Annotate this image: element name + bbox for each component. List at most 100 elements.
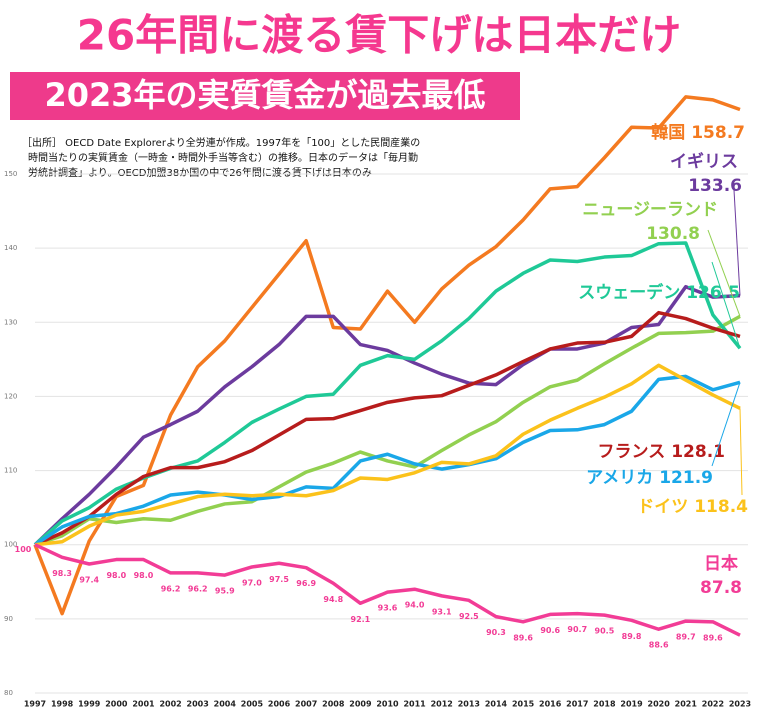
subtitle: 2023年の実質賃金が過去最低 (44, 76, 485, 114)
series-label: ニュージーランド (582, 200, 718, 220)
y-tick-label: 90 (4, 615, 13, 623)
x-tick-label: 2002 (159, 700, 181, 709)
data-label: 89.6 (513, 633, 533, 642)
series-line (34, 374, 741, 547)
x-tick-label: 2016 (539, 700, 562, 709)
x-tick-label: 2017 (566, 700, 588, 709)
series-label: フランス (598, 442, 666, 462)
data-label: 92.5 (459, 612, 479, 621)
x-tick-label: 2012 (431, 700, 453, 709)
data-label: 95.9 (215, 587, 235, 596)
series-end-value: 118.4 (694, 497, 748, 517)
data-label: 96.9 (296, 579, 316, 588)
data-label: 98.0 (134, 571, 154, 580)
series-end-value: 87.8 (700, 578, 742, 598)
series-label: 韓国 (651, 122, 685, 143)
y-tick-label: 120 (4, 392, 17, 400)
x-tick-label: 2010 (376, 700, 399, 709)
series-label-group: アメリカ 121.9 (586, 468, 713, 488)
x-tick-label: 2014 (485, 700, 508, 709)
x-tick-label: 1998 (51, 700, 74, 709)
series-end-value: 121.9 (659, 468, 713, 488)
x-tick-label: 2008 (322, 700, 345, 709)
data-label: 93.1 (432, 607, 452, 616)
series-end-value: 126.5 (686, 283, 740, 303)
series-line (34, 543, 741, 637)
x-tick-label: 2015 (512, 700, 535, 709)
leader-line (739, 408, 743, 496)
y-tick-label: 100 (4, 541, 17, 549)
data-label: 100 (15, 545, 32, 554)
data-label: 93.6 (378, 604, 398, 613)
y-tick-label: 150 (4, 170, 17, 178)
data-label: 90.5 (595, 627, 615, 636)
data-label: 94.0 (405, 601, 425, 610)
chart-title: 26年間に渡る賃下げは日本だけ (77, 11, 681, 60)
series-line (33, 95, 741, 616)
data-label: 92.1 (351, 615, 371, 624)
series-label-group: 韓国 158.7 (651, 122, 745, 143)
data-label: 98.3 (52, 569, 72, 578)
x-tick-label: 1999 (78, 700, 101, 709)
data-label: 94.8 (323, 595, 343, 604)
data-label: 89.7 (676, 633, 696, 642)
data-label: 89.8 (622, 632, 642, 641)
data-label: 97.0 (242, 578, 262, 587)
x-tick-label: 2020 (648, 700, 671, 709)
series-line (34, 310, 741, 547)
series-end-value: 130.8 (646, 224, 700, 244)
data-label: 88.6 (649, 641, 669, 650)
series-label: 日本 (704, 553, 738, 574)
data-label: 90.6 (540, 626, 560, 635)
series-label-group: ドイツ 118.4 (637, 497, 748, 517)
leader-line (711, 261, 741, 349)
series-line (33, 284, 741, 546)
series-label: イギリス (670, 152, 738, 172)
x-tick-label: 2004 (214, 700, 237, 709)
data-label: 96.2 (161, 584, 181, 593)
leader-line (733, 189, 741, 296)
series-label-group: スウェーデン 126.5 (578, 282, 740, 303)
note: ［出所］ OECD Date Explorerより全労連が作成。1997年を「1… (22, 136, 420, 149)
leader-line (707, 229, 741, 317)
data-label: 97.4 (79, 575, 99, 584)
x-tick-label: 1997 (24, 700, 46, 709)
data-label: 96.2 (188, 584, 208, 593)
x-tick-label: 2001 (132, 700, 155, 709)
data-label: 90.7 (567, 625, 587, 634)
series-end-value: 128.1 (671, 442, 725, 462)
data-label: 97.5 (269, 575, 289, 584)
subtitle-box (10, 72, 520, 120)
x-tick-label: 2006 (268, 700, 291, 709)
x-tick-label: 2009 (349, 700, 372, 709)
series-line (34, 314, 741, 547)
y-tick-label: 130 (4, 318, 17, 326)
y-tick-label: 140 (4, 244, 17, 252)
note: 労統計調査」より。OECD加盟38か国の中で26年間に渡る賃下げは日本のみ (28, 166, 372, 179)
x-tick-label: 2013 (458, 700, 480, 709)
series-label-group: フランス 128.1 (598, 442, 725, 462)
y-tick-label: 80 (4, 689, 13, 697)
x-tick-label: 2005 (241, 700, 264, 709)
y-tick-label: 110 (4, 467, 17, 475)
data-label: 98.0 (106, 571, 126, 580)
x-tick-label: 2021 (675, 700, 698, 709)
note: 時間当たりの実質賃金（一時金・時間外手当等含む）の推移。日本のデータは「毎月勤 (28, 151, 418, 164)
x-tick-label: 2003 (187, 700, 209, 709)
x-tick-label: 2023 (729, 700, 751, 709)
series-label: アメリカ (586, 468, 653, 488)
leader-line (711, 382, 741, 467)
x-tick-label: 2011 (403, 700, 426, 709)
x-tick-label: 2000 (105, 700, 128, 709)
x-tick-label: 2018 (593, 700, 616, 709)
series-label: スウェーデン (578, 282, 680, 303)
x-tick-label: 2022 (702, 700, 724, 709)
series-end-value: 158.7 (691, 123, 745, 143)
x-tick-label: 2007 (295, 700, 317, 709)
data-label: 90.3 (486, 628, 506, 637)
series-line (34, 363, 741, 547)
data-label: 89.6 (703, 633, 723, 642)
series-end-value: 133.6 (688, 176, 742, 196)
series-label: ドイツ (637, 497, 688, 517)
